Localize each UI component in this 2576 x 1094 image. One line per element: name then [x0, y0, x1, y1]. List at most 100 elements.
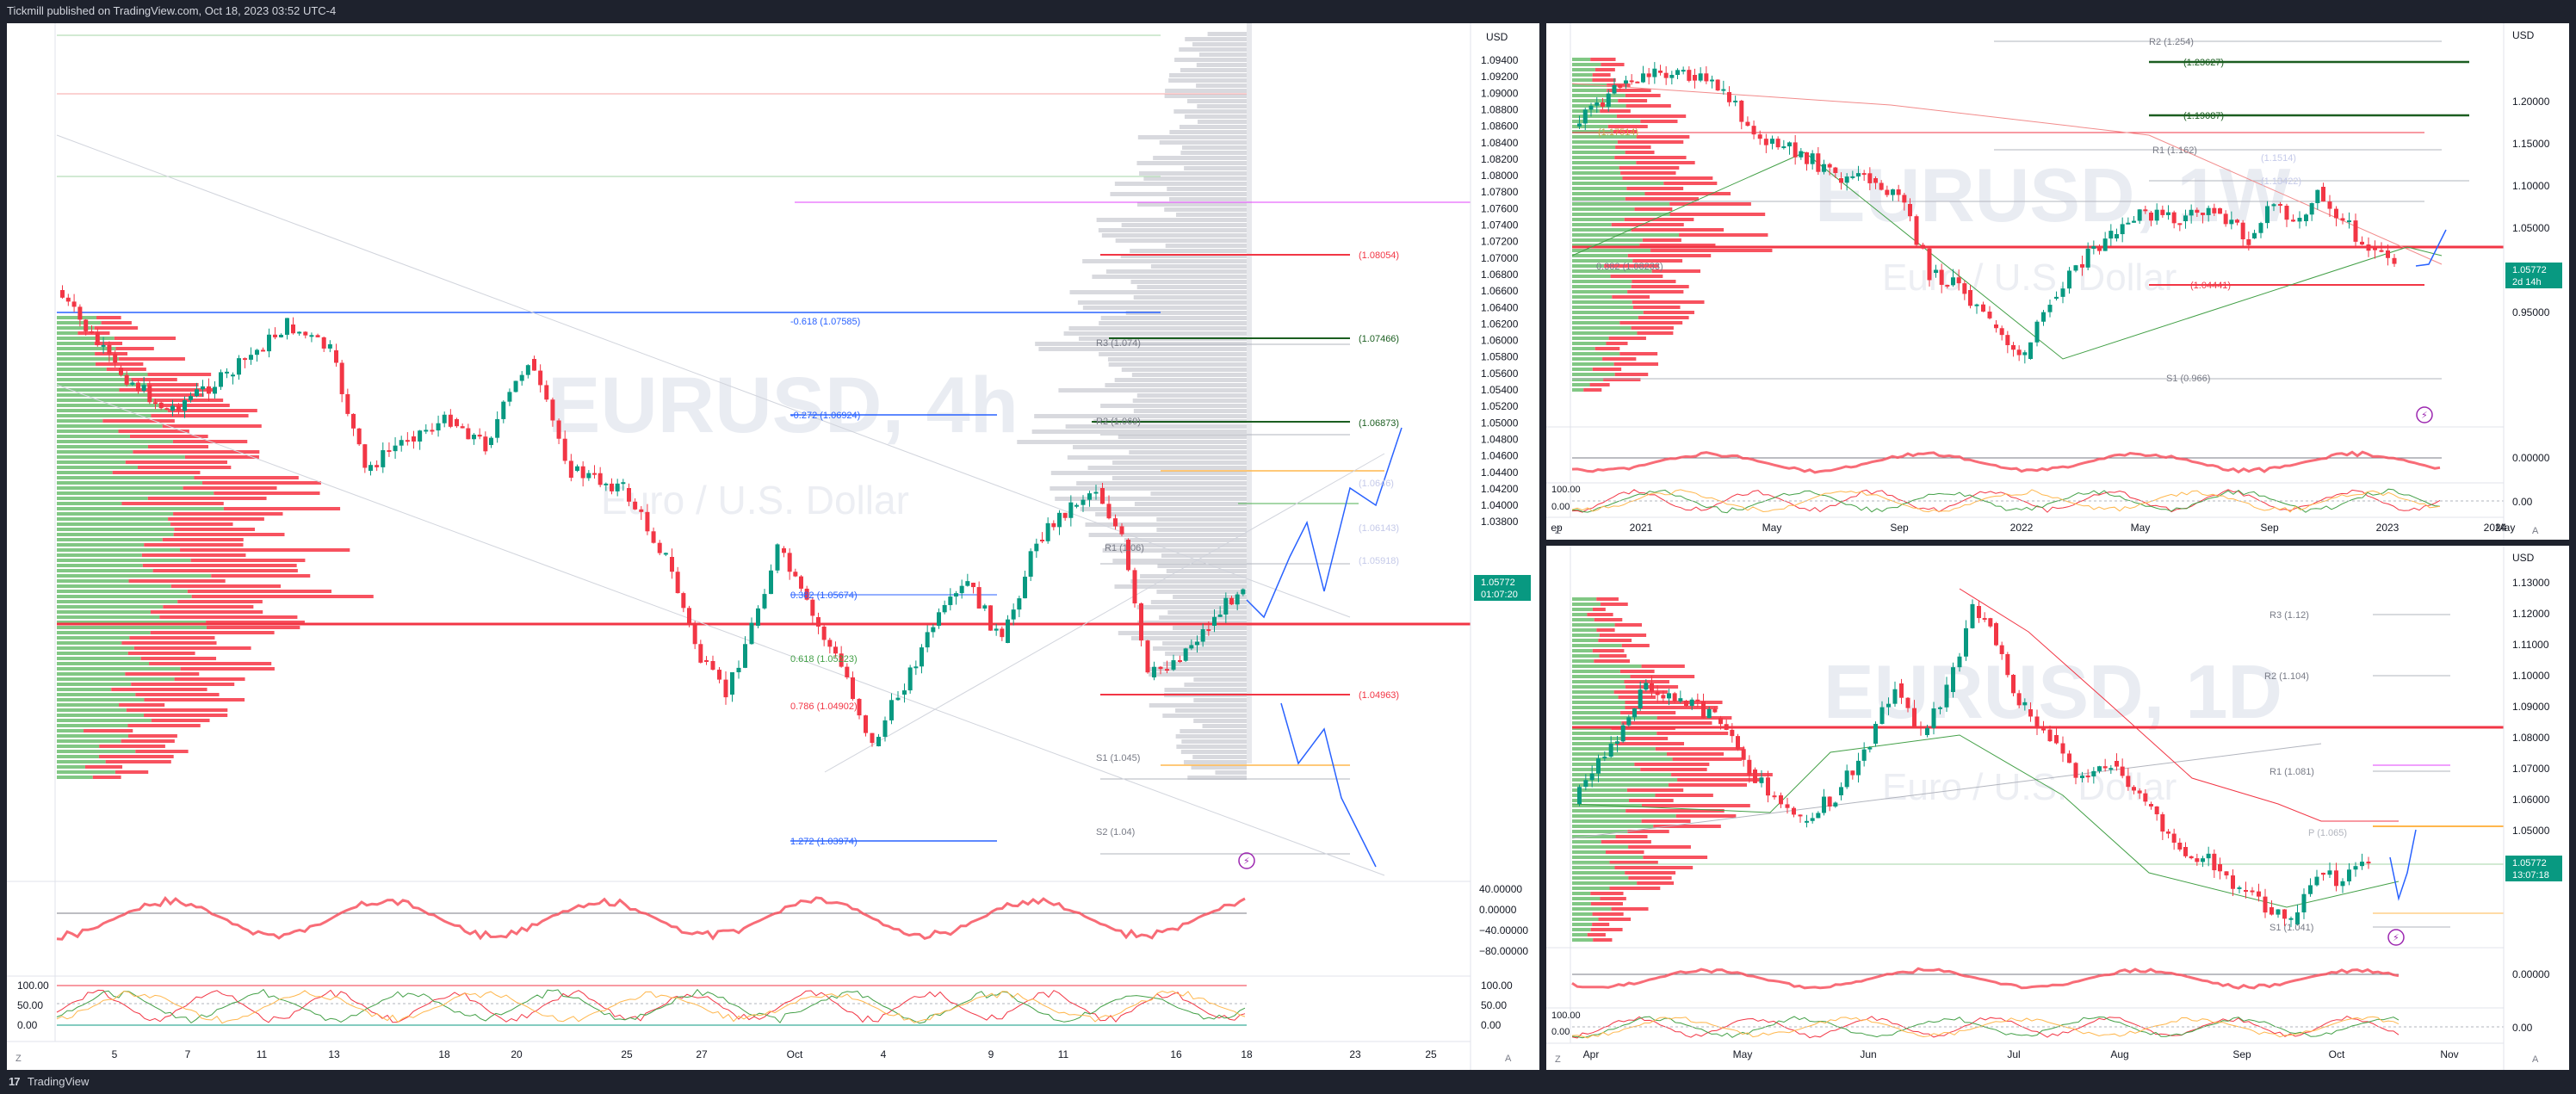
- candle-body: [1912, 708, 1917, 727]
- vp-bar-sell: [1592, 912, 1624, 916]
- candle-body: [1661, 695, 1666, 699]
- alert-icon[interactable]: [1238, 852, 1255, 869]
- candle-body: [2206, 853, 2211, 859]
- lightning-icon[interactable]: ⚡: [2421, 410, 2428, 421]
- vp-bar-buy: [1572, 902, 1591, 905]
- trendline[interactable]: [1571, 743, 2322, 839]
- vp-bar-sell: [174, 677, 245, 681]
- lightning-icon[interactable]: ⚡: [2393, 932, 2400, 943]
- candle-body: [1615, 741, 1619, 744]
- vp-bar-buy: [1572, 639, 1599, 642]
- vp-bar: [1136, 393, 1247, 398]
- candle-body: [315, 335, 320, 337]
- candle-body: [954, 593, 958, 597]
- vp-bar-buy: [57, 522, 171, 526]
- vp-bar-sell: [1627, 830, 1669, 833]
- auto-scale-toggle[interactable]: A: [2532, 1054, 2539, 1065]
- projection-path-bull[interactable]: [1246, 427, 1403, 619]
- vp-bar: [1100, 404, 1247, 408]
- chart-panel-1w[interactable]: EURUSD, 1W Euro / U.S. Dollar R2 (1.254)…: [1546, 23, 2569, 540]
- price-axis[interactable]: 1.09400 1.09200 1.09000 1.08800 1.08600 1.084…: [1481, 54, 1519, 528]
- vp-bar-sell: [1638, 316, 1689, 319]
- candle-body: [2022, 352, 2028, 355]
- vp-bar-buy: [1572, 892, 1591, 895]
- tradingview-logo-icon[interactable]: 17: [9, 1075, 21, 1088]
- projection-path[interactable]: [2415, 229, 2447, 267]
- zoom-corner-left[interactable]: Z: [15, 1054, 22, 1064]
- candle-body: [889, 700, 894, 720]
- vp-bar-sell: [1599, 634, 1647, 637]
- vp-bar: [1159, 615, 1247, 620]
- projection-path-bear[interactable]: [1280, 702, 1377, 868]
- candle-body: [2160, 814, 2165, 832]
- vp-bar-sell: [1621, 721, 1712, 725]
- vp-bar-buy: [57, 512, 174, 516]
- ann-123627: (1.23627): [2183, 58, 2224, 68]
- alert-icon[interactable]: [2416, 406, 2433, 423]
- vp-bar: [1153, 156, 1247, 160]
- alert-icon[interactable]: [2387, 929, 2405, 946]
- vp-bar: [1136, 285, 1247, 289]
- candle-body: [412, 436, 416, 442]
- vp-bar: [1199, 53, 1247, 57]
- auto-scale-toggle[interactable]: A: [2532, 526, 2539, 536]
- candle-body: [1139, 603, 1143, 641]
- vp-bar: [1184, 166, 1247, 170]
- vp-bar-buy: [1572, 207, 1635, 211]
- vp-bar-sell: [1617, 140, 1684, 144]
- vp-bar-sell: [1655, 794, 1713, 797]
- candle-body: [2085, 248, 2090, 268]
- vp-bar-sell: [1625, 809, 1725, 813]
- vp-bar-buy: [1572, 383, 1590, 386]
- projection-path[interactable]: [2389, 829, 2417, 901]
- trendline[interactable]: [824, 453, 1385, 773]
- vp-bar-sell: [1606, 342, 1628, 345]
- candle-body: [237, 358, 241, 375]
- footer-brand[interactable]: TradingView: [27, 1075, 90, 1088]
- vp-bar: [1184, 683, 1247, 687]
- candle-body: [1839, 178, 1843, 183]
- chart-1d-canvas[interactable]: EURUSD, 1D Euro / U.S. Dollar R3 (1.12) …: [1546, 546, 2569, 1070]
- time-axis[interactable]: Apr May Jun Jul Aug Sep Oct Nov: [1583, 1048, 2459, 1060]
- zoom-corner-left[interactable]: Z: [1555, 526, 1561, 536]
- vp-bar-buy: [1572, 264, 1605, 268]
- vp-bar: [1162, 641, 1247, 646]
- lightning-icon[interactable]: ⚡: [1243, 856, 1250, 867]
- candle-body: [1006, 619, 1010, 643]
- vp-bar-sell: [1619, 670, 1655, 673]
- vp-bar-sell: [1618, 695, 1656, 699]
- vp-bar-buy: [1572, 690, 1614, 694]
- candle-body: [2315, 189, 2320, 204]
- time-axis[interactable]: 5 7 11 13 18 20 25 27 Oct 4 9 11 16 18 23 25: [112, 1048, 1437, 1060]
- chart-4h-canvas[interactable]: EURUSD, 4h Euro / U.S. Dollar: [7, 23, 1539, 1070]
- vp-bar: [1167, 187, 1247, 191]
- candle-body: [1145, 640, 1150, 673]
- vp-bar: [1080, 507, 1247, 511]
- trendline[interactable]: [56, 384, 1385, 876]
- zoom-corner-left[interactable]: Z: [1555, 1054, 1561, 1065]
- candle-body: [119, 368, 123, 375]
- candle-body: [1641, 73, 1645, 83]
- chart-panel-4h[interactable]: EURUSD, 4h Euro / U.S. Dollar: [7, 23, 1539, 1070]
- candle-body: [147, 385, 152, 403]
- vp-bar-buy: [57, 641, 122, 645]
- vp-bar: [1184, 114, 1247, 119]
- price-tick-label: 1.12000: [2512, 608, 2550, 620]
- vp-bar-sell: [1592, 649, 1625, 652]
- candle-body: [895, 697, 901, 701]
- candle-body: [1736, 736, 1740, 750]
- auto-scale-toggle[interactable]: A: [1505, 1054, 1512, 1064]
- vp-bar-sell: [180, 548, 350, 552]
- chart-1w-canvas[interactable]: EURUSD, 1W Euro / U.S. Dollar R2 (1.254)…: [1546, 23, 2569, 540]
- trendline[interactable]: [56, 134, 1351, 618]
- price-axis[interactable]: 1.13000 1.12000 1.11000 1.10000 1.09000 1.080…: [2512, 577, 2550, 868]
- vp-bar-buy: [1572, 763, 1635, 766]
- vp-bar-sell: [1632, 280, 1676, 283]
- chart-panel-1d[interactable]: EURUSD, 1D Euro / U.S. Dollar R3 (1.12) …: [1546, 546, 2569, 1070]
- price-tick-label: 1.05800: [1481, 351, 1519, 363]
- time-axis[interactable]: ep2021MaySep2022MaySep2023MayAug2024: [1551, 522, 2569, 534]
- price-tick-label: 1.04400: [1481, 467, 1519, 479]
- vp-bar-buy: [1572, 825, 1654, 828]
- vp-bar: [1129, 450, 1247, 454]
- volume-profile-visible-range: [1572, 58, 1773, 392]
